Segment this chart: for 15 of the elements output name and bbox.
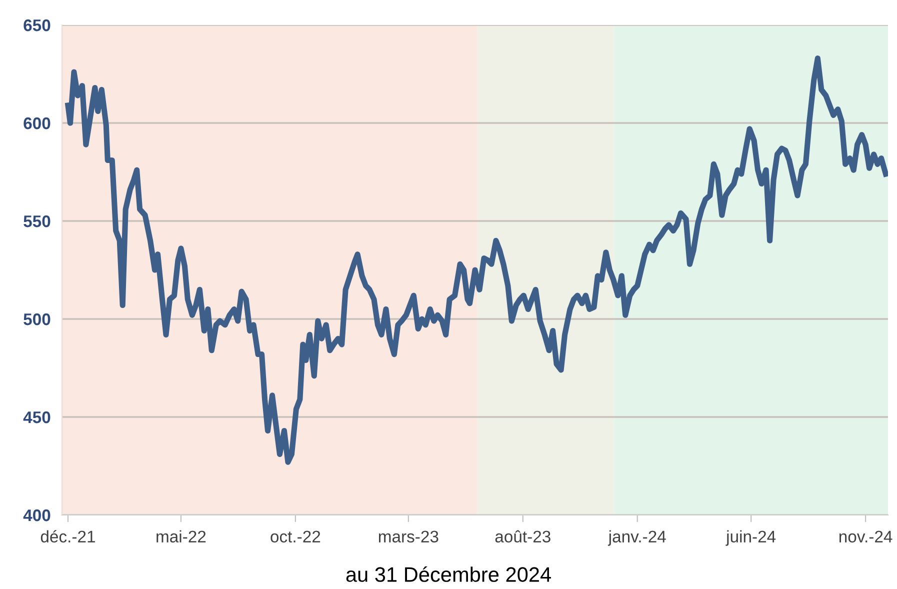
y-tick-label: 500	[24, 313, 50, 326]
x-tick-label: janv.-24	[608, 530, 666, 546]
y-tick-label: 650	[24, 19, 50, 32]
x-tick-label: août-23	[495, 530, 550, 543]
x-tick-label: déc.-21	[40, 530, 95, 543]
x-tick-label: nov.-24	[839, 530, 892, 543]
x-tick-label: oct.-22	[270, 530, 320, 543]
text: au 31 Décembre 2024	[346, 566, 551, 582]
x-tick-label: juin-24	[726, 530, 776, 546]
x-tick-label: mars-23	[378, 530, 438, 543]
y-tick-label: 450	[23, 411, 50, 424]
y-tick-label: 400	[23, 509, 50, 522]
y-tick-label: 550	[24, 215, 50, 228]
y-tick-label: 600	[24, 117, 50, 130]
x-tick-label: mai-22	[156, 530, 206, 543]
